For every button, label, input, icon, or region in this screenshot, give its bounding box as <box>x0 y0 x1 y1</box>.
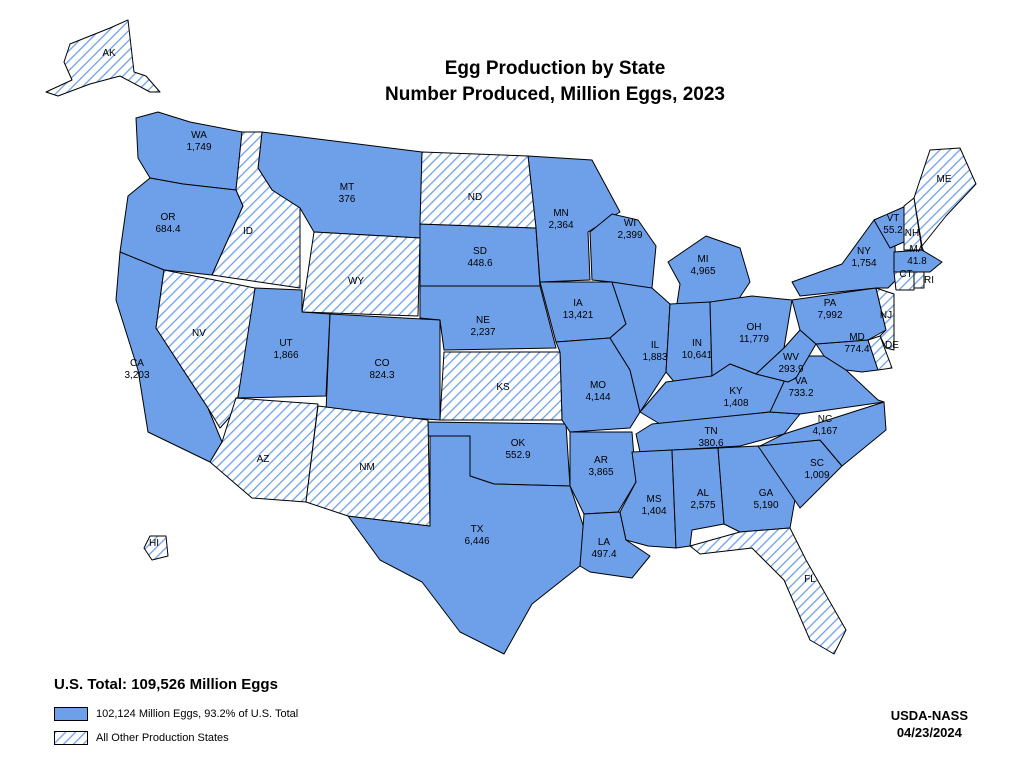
state-label-wi: WI 2,399 <box>617 218 642 241</box>
state-label-ar: AR 3,865 <box>588 455 613 478</box>
state-hi <box>143 535 169 561</box>
state-label-sd: SD 448.6 <box>467 246 492 269</box>
state-label-tx: TX 6,446 <box>464 524 489 547</box>
state-label-ct: CT <box>899 269 912 280</box>
state-label-fl: FL <box>804 574 816 585</box>
state-ne <box>419 285 557 351</box>
legend-label-other: All Other Production States <box>96 732 229 744</box>
state-label-nm: NM <box>359 462 375 473</box>
state-label-de: DE <box>885 340 899 351</box>
state-label-ia: IA 13,421 <box>563 298 594 321</box>
state-label-nc: NC 4,167 <box>812 414 837 437</box>
map-subtitle: Number Produced, Million Eggs, 2023 <box>385 84 725 105</box>
state-id <box>211 131 301 289</box>
state-label-nh: NH <box>905 228 919 239</box>
map-title: Egg Production by State <box>444 58 666 79</box>
state-label-sc: SC 1,009 <box>804 458 829 481</box>
state-label-ga: GA 5,190 <box>753 488 778 511</box>
state-label-co: CO 824.3 <box>369 358 394 381</box>
state-az <box>209 397 319 503</box>
state-label-ma: MA 41.8 <box>907 244 927 267</box>
state-label-nv: NV <box>192 328 206 339</box>
state-label-mt: MT 376 <box>339 182 356 205</box>
source-block: USDA-NASS 04/23/2024 <box>891 707 968 741</box>
state-label-ny: NY 1,754 <box>851 246 876 269</box>
source-date: 04/23/2024 <box>896 725 962 740</box>
state-label-or: OR 684.4 <box>155 212 180 235</box>
state-nh <box>903 197 923 251</box>
state-ri <box>913 271 925 289</box>
state-label-nj: NJ <box>880 310 892 321</box>
state-me <box>913 147 977 247</box>
legend-swatch-shown <box>54 707 88 721</box>
state-ks <box>439 351 563 421</box>
state-nd <box>419 151 537 229</box>
state-label-ky: KY 1,408 <box>723 386 748 409</box>
state-label-ut: UT 1,866 <box>273 338 298 361</box>
state-label-va: VA 733.2 <box>788 376 813 399</box>
state-label-ne: NE 2,237 <box>470 315 495 338</box>
state-label-ca: CA 3,203 <box>124 358 149 381</box>
state-nm <box>305 405 431 527</box>
state-label-oh: OH 11,779 <box>739 322 769 345</box>
legend-item-other: All Other Production States <box>54 730 229 746</box>
state-nj <box>875 287 895 351</box>
state-wy <box>301 231 421 317</box>
state-label-ms: MS 1,404 <box>641 494 666 517</box>
state-label-tn: TN 380.6 <box>698 426 723 449</box>
state-de <box>867 335 893 371</box>
state-in <box>665 301 713 385</box>
state-label-in: IN 10,641 <box>682 338 713 361</box>
state-ak <box>45 19 161 97</box>
state-label-ak: AK <box>102 48 116 59</box>
state-ct <box>893 271 915 291</box>
state-label-la: LA 497.4 <box>591 537 616 560</box>
us-total: U.S. Total: 109,526 Million Eggs <box>54 676 278 693</box>
state-label-vt: VT 55.2 <box>883 213 903 236</box>
state-label-wy: WY <box>348 276 364 287</box>
state-label-al: AL 2,575 <box>690 488 715 511</box>
source-label: USDA-NASS <box>890 708 968 723</box>
state-label-ks: KS <box>496 382 510 393</box>
state-label-ri: RI <box>924 275 934 286</box>
state-fl <box>689 527 847 655</box>
legend-item-shown: 102,124 Million Eggs, 93.2% of U.S. Tota… <box>54 706 298 722</box>
state-label-md: MD 774.4 <box>844 332 869 355</box>
state-label-me: ME <box>937 174 952 185</box>
state-label-wa: WA 1,749 <box>186 130 211 153</box>
state-label-mn: MN 2,364 <box>548 208 573 231</box>
state-mi <box>667 235 751 311</box>
state-label-il: IL 1,883 <box>642 340 667 363</box>
state-label-mi: MI 4,965 <box>690 254 715 277</box>
state-mn <box>527 155 621 283</box>
legend-swatch-other <box>54 731 88 745</box>
state-label-ok: OK 552.9 <box>505 438 530 461</box>
state-label-nd: ND <box>468 192 482 203</box>
state-label-id: ID <box>243 226 253 237</box>
state-label-hi: HI <box>149 538 159 549</box>
state-label-az: AZ <box>257 454 270 465</box>
state-label-mo: MO 4,144 <box>585 380 610 403</box>
state-label-wv: WV 293.9 <box>778 352 803 375</box>
state-nv <box>155 269 256 429</box>
state-tx <box>347 435 585 655</box>
legend-label-shown: 102,124 Million Eggs, 93.2% of U.S. Tota… <box>96 708 299 720</box>
state-label-pa: PA 7,992 <box>817 298 842 321</box>
